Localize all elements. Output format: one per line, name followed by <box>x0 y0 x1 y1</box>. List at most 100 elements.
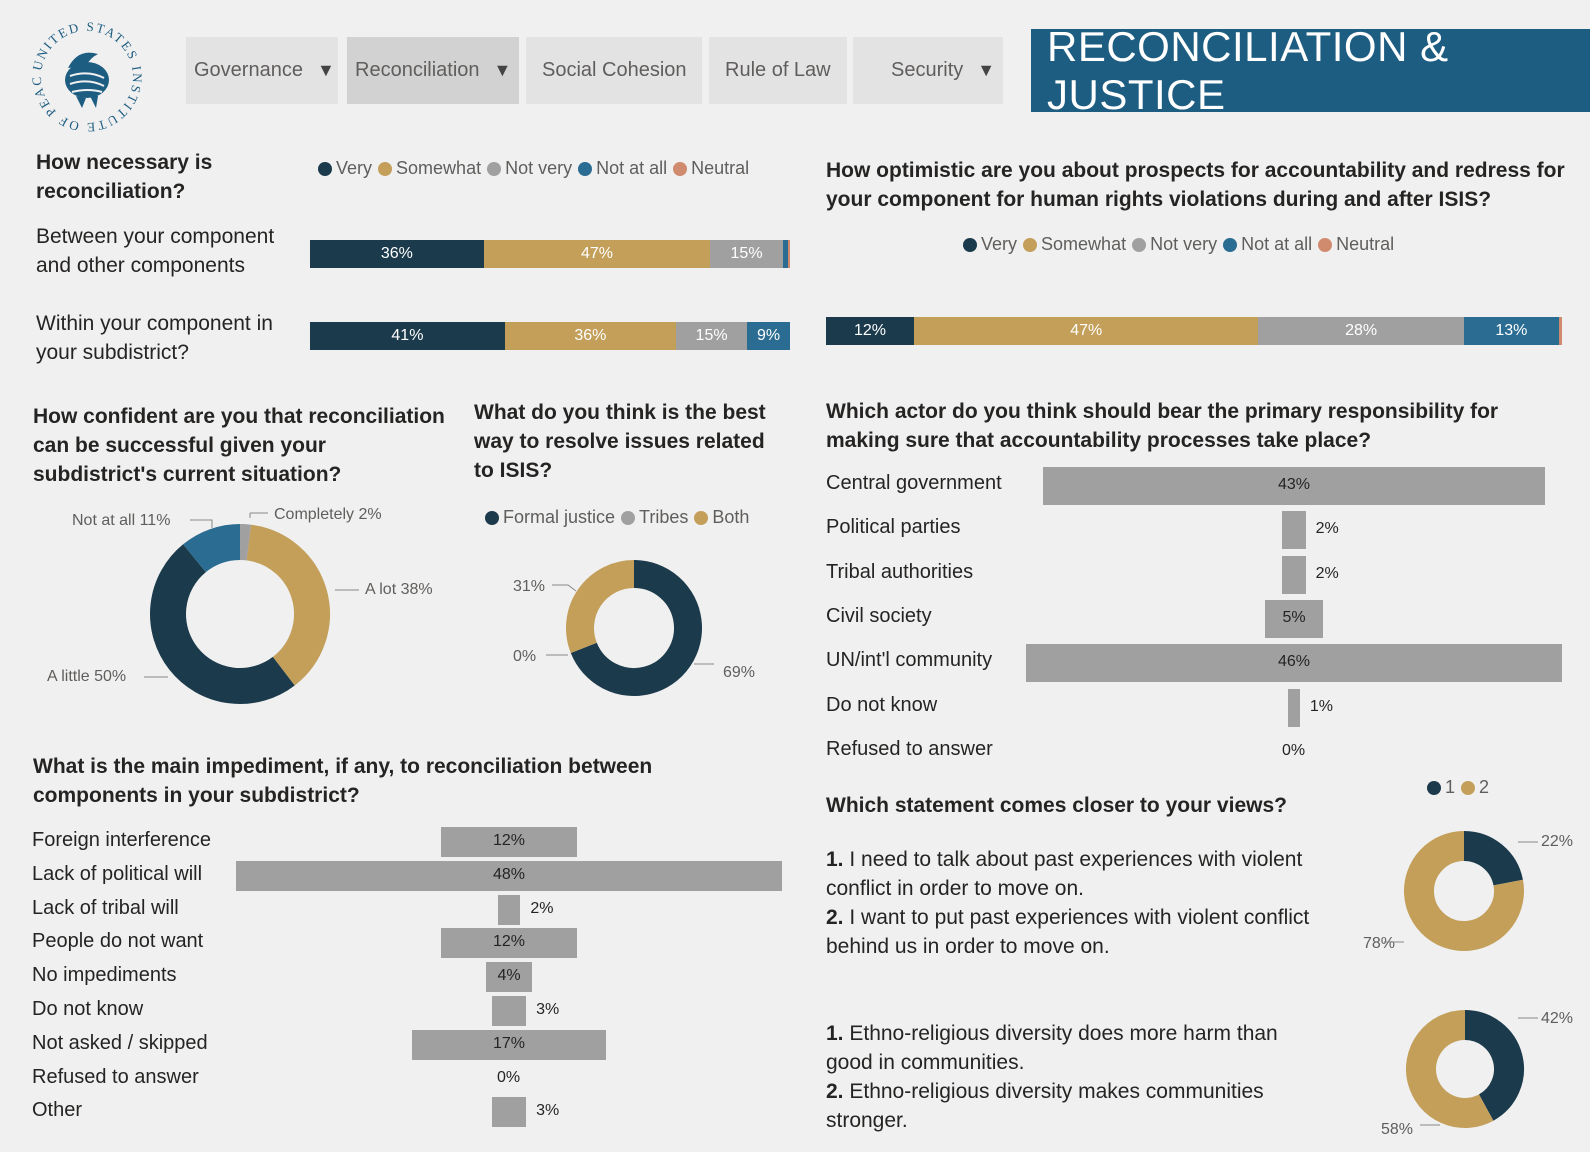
statement-number: 2. <box>826 906 844 929</box>
bar-value-label: 2% <box>1315 520 1339 538</box>
bar <box>497 894 521 925</box>
bar-category-label: Central government <box>826 472 1002 494</box>
legend-dot-icon <box>1132 237 1147 252</box>
bar <box>1282 511 1306 550</box>
legend-label: Somewhat <box>396 158 482 178</box>
statement-text: I want to put past experiences with viol… <box>826 906 1310 958</box>
bar-segment-neutral <box>1559 317 1562 345</box>
stacked-bar: 41% 36% 15% 9% <box>310 322 790 350</box>
bar-value-label: 17% <box>492 1034 526 1052</box>
bar-category-label: Not asked / skipped <box>32 1031 208 1054</box>
tab-label: Security <box>891 59 964 81</box>
necessity-title: How necessary is reconciliation? <box>36 151 213 203</box>
statement-number: 2. <box>826 1080 844 1103</box>
legend-dot-icon <box>1461 780 1476 795</box>
bar-segment-not-very: 15% <box>710 240 783 268</box>
bar-segment-not-very: 15% <box>675 322 748 350</box>
leader-lines <box>546 584 714 665</box>
bar-category-label: Lack of tribal will <box>32 896 179 919</box>
leader-lines <box>144 512 359 678</box>
legend-label: Not at all <box>596 158 668 178</box>
legend-dot-icon <box>694 510 709 525</box>
tab-label: Governance <box>194 59 303 81</box>
legend-label: Neutral <box>1336 234 1395 254</box>
bar <box>236 860 782 891</box>
confidence-donut-chart <box>150 524 330 704</box>
necessity-row-label: Between your component and other compone… <box>36 225 275 277</box>
donut-slice-1 <box>1463 831 1523 887</box>
legend-label: Very <box>336 158 373 178</box>
stacked-bar: 12% 47% 28% 13% <box>826 317 1562 345</box>
donut-slice-a-little <box>150 544 295 704</box>
donut-slice-formal-justice <box>570 560 702 696</box>
bar-category-label: Other <box>32 1099 83 1122</box>
legend-item-neutral: Neutral <box>673 158 749 179</box>
optimism-legend: Very Somewhat Not very Not at all Neutra… <box>963 234 1400 255</box>
bar-value-label: 3% <box>536 1102 560 1120</box>
bar-value-label: 48% <box>492 865 526 883</box>
tab-governance[interactable]: Governance ▼ <box>186 37 338 104</box>
bar-category-label: No impediments <box>32 964 177 987</box>
donut-label: Not at all 11% <box>72 512 171 529</box>
legend-item-not-at-all: Not at all <box>1223 234 1312 255</box>
tab-reconciliation[interactable]: Reconciliation ▼ <box>347 37 519 104</box>
bar-segment-neutral <box>787 240 790 268</box>
bar-segment-not-at-all: 9% <box>747 322 790 350</box>
actor-title: Which actor do you think should bear the… <box>826 400 1499 452</box>
legend-item-neutral: Neutral <box>1318 234 1394 255</box>
necessity-legend: Very Somewhat Not very Not at all Neutra… <box>318 158 755 179</box>
resolve-title: What do you think is the best way to res… <box>474 398 784 485</box>
bar-segment-not-at-all: 13% <box>1463 317 1560 345</box>
tab-rule-of-law[interactable]: Rule of Law <box>709 37 847 104</box>
bar-segment-somewhat: 36% <box>504 322 676 350</box>
donut-label: 22% <box>1541 833 1574 850</box>
bar-value-label: 5% <box>1282 608 1306 626</box>
legend-item-tribes: Tribes <box>621 507 688 528</box>
bar <box>1288 688 1300 727</box>
legend-item-somewhat: Somewhat <box>378 158 481 179</box>
bar-value-label: 3% <box>536 1001 560 1018</box>
resolve-title-text: What do you think is the best way to res… <box>474 401 766 482</box>
legend-label: 2 <box>1479 777 1490 797</box>
bar-category-label: UN/int'l community <box>826 649 993 672</box>
impediment-title: What is the main impediment, if any, to … <box>33 755 653 807</box>
legend-dot-icon <box>578 161 593 176</box>
legend-item-very: Very <box>318 158 372 179</box>
tab-social-cohesion[interactable]: Social Cohesion <box>526 37 702 104</box>
bar <box>1043 467 1545 505</box>
leader-lines <box>1384 841 1538 1126</box>
views-title: Which statement comes closer to your vie… <box>826 794 1287 817</box>
views-2-donut-chart <box>1406 1010 1524 1128</box>
statement-set-2: 1. Ethno-religious diversity does more h… <box>826 1019 1326 1135</box>
donut-label: 78% <box>1363 935 1396 952</box>
page-title-banner: RECONCILIATION & JUSTICE <box>1031 23 1590 118</box>
chevron-down-icon: ▼ <box>493 60 512 80</box>
necessity-row-label: Within your component in your subdistric… <box>36 312 273 364</box>
stacked-bar: 36% 47% 15% <box>310 240 790 268</box>
legend-dot-icon <box>673 161 688 176</box>
bar-value-label: 46% <box>1277 653 1311 671</box>
donut-slice-both <box>566 560 635 654</box>
bar-segment-very: 12% <box>826 317 914 345</box>
bar-value-label: 12% <box>492 933 526 951</box>
legend-dot-icon <box>621 510 636 525</box>
statement-number: 1. <box>826 1022 844 1045</box>
tab-security[interactable]: Security ▼ <box>853 37 1003 104</box>
legend-label: Neutral <box>691 158 750 178</box>
bar <box>440 928 578 959</box>
legend-label: Very <box>981 234 1018 254</box>
donut-label: 69% <box>723 664 756 681</box>
bar-category-label: Tribal authorities <box>826 560 974 583</box>
legend-dot-icon <box>1023 237 1038 252</box>
bar-value-label: 2% <box>1315 564 1339 582</box>
donut-label: 31% <box>513 578 546 595</box>
legend-dot-icon <box>1318 237 1333 252</box>
tab-label: Reconciliation <box>355 59 480 81</box>
bar-segment-somewhat: 47% <box>483 240 711 268</box>
donut-label: 0% <box>513 648 537 665</box>
legend-label: Both <box>712 507 750 527</box>
bar-category-label: Refused to answer <box>32 1065 199 1088</box>
legend-dot-icon <box>1427 780 1441 795</box>
bar-category-label: Do not know <box>32 998 144 1020</box>
bar-category-label: Political parties <box>826 516 961 539</box>
